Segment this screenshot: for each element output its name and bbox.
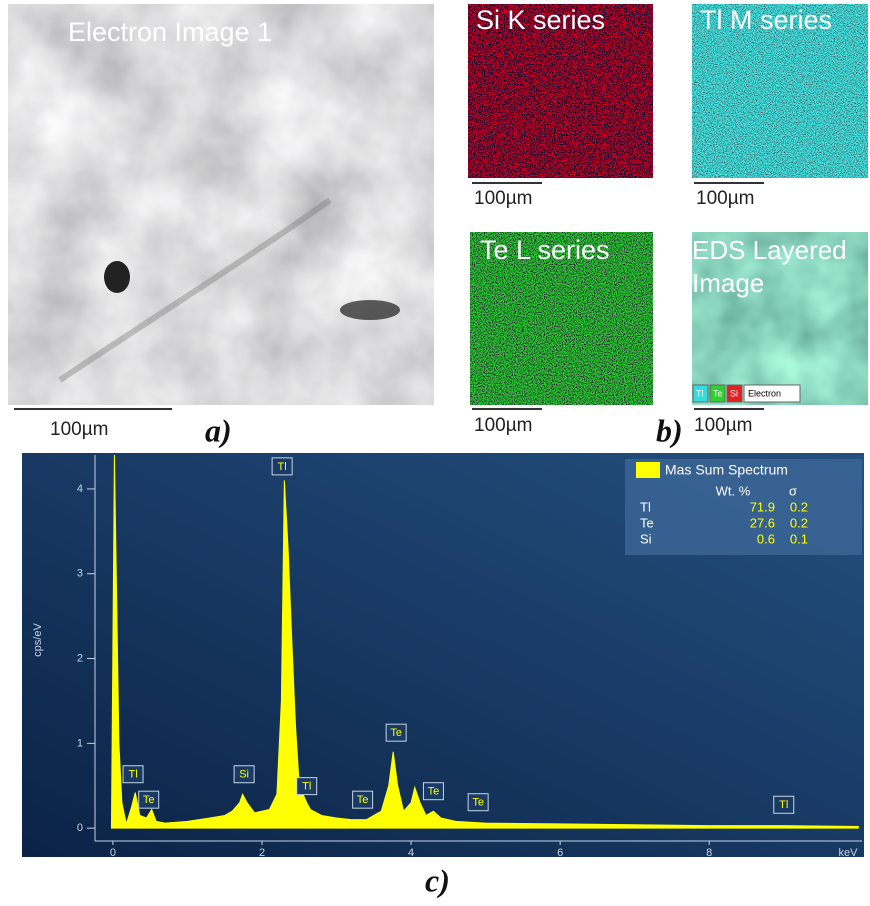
- texture: [340, 300, 400, 320]
- scale-label: 100µm: [694, 415, 752, 436]
- y-tick-label: 3: [77, 568, 83, 580]
- panel-title: Tl M series: [700, 5, 832, 35]
- legend-swatch: [636, 462, 660, 478]
- legend-header: Wt. %: [716, 483, 751, 498]
- peak-label: Te: [390, 727, 402, 739]
- peak-label: Tl: [302, 781, 311, 793]
- scale-label: 100µm: [474, 188, 532, 209]
- legend-sigma: 0.2: [790, 515, 808, 530]
- y-axis-label: cps/eV: [32, 623, 44, 657]
- x-tick-label: 2: [259, 847, 265, 859]
- y-tick-label: 0: [77, 822, 83, 834]
- panel-title: EDS Layered Image: [692, 234, 868, 300]
- x-tick-label: 0: [110, 847, 116, 859]
- legend-sigma: 0.1: [790, 531, 808, 546]
- x-tick-label: 8: [706, 847, 712, 859]
- chip-label: Tl: [696, 388, 704, 398]
- y-tick-label: 2: [77, 652, 83, 664]
- legend-element: Tl: [640, 499, 651, 514]
- panel-label: a): [205, 412, 232, 448]
- scale-label: 100µm: [474, 415, 532, 436]
- peak-label: Te: [428, 786, 440, 798]
- peak-label: Si: [239, 769, 249, 781]
- y-tick-label: 1: [77, 737, 83, 749]
- legend-name: Mas Sum Spectrum: [665, 462, 788, 478]
- x-tick-label: 6: [557, 847, 563, 859]
- peak-label: Te: [143, 794, 155, 806]
- figure: Electron Image 1 100µm a) Si K series 10…: [0, 0, 870, 901]
- peak-label: Te: [357, 794, 369, 806]
- legend-wt: 0.6: [757, 531, 775, 546]
- chip-label: Si: [730, 388, 738, 398]
- texture: [104, 261, 130, 293]
- panel-label: c): [425, 862, 450, 898]
- peak-label: Te: [472, 797, 484, 809]
- y-tick-label: 4: [77, 483, 83, 495]
- scale-label: 100µm: [50, 419, 108, 440]
- legend-element: Si: [640, 531, 652, 546]
- panel-title: Electron Image 1: [68, 17, 272, 47]
- electron-image: [8, 4, 434, 405]
- panel-label: b): [656, 412, 683, 448]
- peak-label: Tl: [278, 461, 287, 473]
- panel-title: Si K series: [476, 5, 605, 35]
- chip-label: Te: [713, 388, 723, 398]
- scale-label: 100µm: [696, 188, 754, 209]
- legend-wt: 71.9: [750, 499, 775, 514]
- peak-label: Tl: [128, 769, 137, 781]
- legend-wt: 27.6: [750, 515, 775, 530]
- panel-title-box: EDS Layered Image: [692, 234, 868, 304]
- legend-element: Te: [640, 515, 654, 530]
- x-axis-label: keV: [839, 847, 859, 859]
- legend-header: σ: [789, 483, 797, 498]
- legend-sigma: 0.2: [790, 499, 808, 514]
- panel-title: Te L series: [480, 235, 610, 265]
- peak-label: Tl: [779, 799, 788, 811]
- chip-label: Electron: [748, 388, 781, 398]
- x-tick-label: 4: [408, 847, 414, 859]
